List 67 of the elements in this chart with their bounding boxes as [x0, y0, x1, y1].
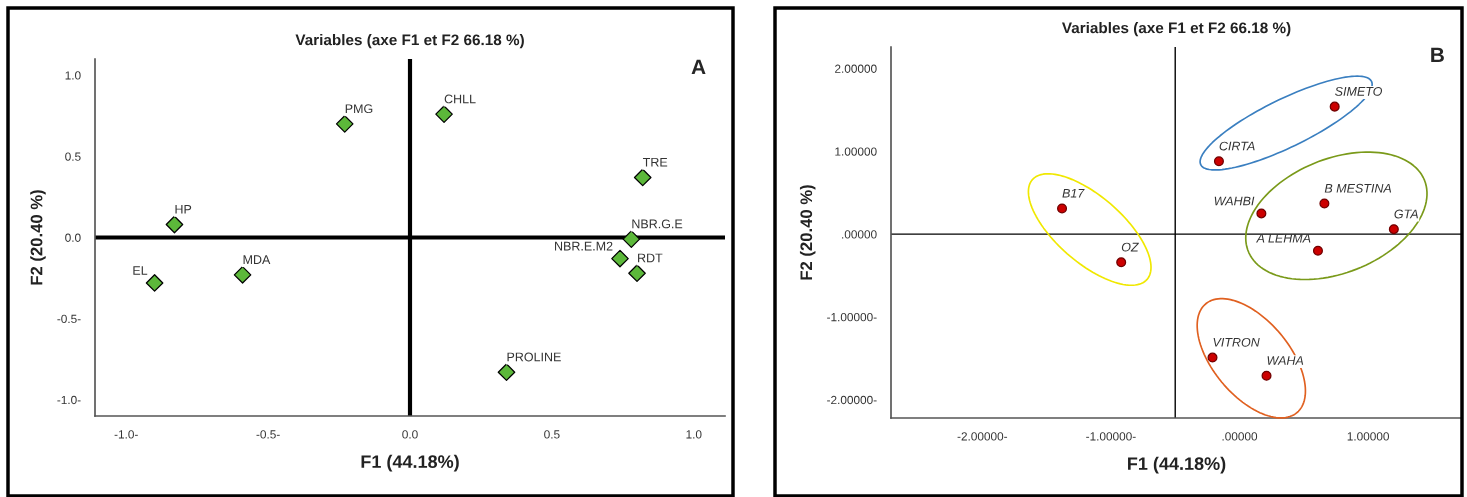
x-axis-title: F1 (44.18%)	[1128, 456, 1226, 474]
x-tick-label: 0.0	[402, 430, 418, 439]
point	[633, 168, 652, 187]
point	[435, 105, 453, 124]
data-label: HP	[175, 204, 192, 214]
x-tick-label: 1.0	[686, 430, 702, 439]
data-label: EL	[133, 266, 148, 275]
data-label: B17	[1062, 188, 1085, 198]
y-tick-label: -1.0-	[57, 395, 81, 405]
data-label: NBR.G.E	[632, 219, 683, 229]
data-label: PROLINE	[507, 352, 561, 362]
x-tick-label: -1.00000-	[1086, 432, 1136, 441]
data-label: B MESTINA	[1324, 183, 1392, 193]
point	[233, 265, 252, 284]
data-label: PMG	[345, 104, 373, 114]
y-tick-label: -2.00000-	[827, 395, 877, 405]
point	[1312, 245, 1323, 256]
data-label: RDT	[638, 253, 663, 263]
x-tick-label: 1.00000	[1347, 432, 1389, 441]
data-label: A LEHMA	[1255, 233, 1311, 243]
data-label: CIRTA	[1219, 141, 1255, 151]
y-axis-title: F2 (20.40 %)	[30, 190, 46, 285]
y-tick-label: 1.00000	[835, 147, 877, 156]
y-tick-label: 0.5	[65, 152, 81, 161]
annotation: B	[1431, 47, 1444, 63]
y-tick-label: 2.00000	[835, 64, 877, 73]
chart-title: Variables (axe F1 et F2 66.18 %)	[1061, 22, 1291, 37]
data-label: WAHBI	[1214, 196, 1255, 206]
point	[1388, 224, 1399, 235]
point	[1207, 352, 1218, 363]
data-label: NBR.E.M2	[555, 241, 613, 251]
point	[497, 363, 516, 382]
y-tick-label: .00000	[842, 230, 877, 239]
point	[145, 274, 164, 292]
chart-title: Variables (axe F1 et F2 66.18 %)	[295, 34, 524, 49]
point	[1261, 370, 1272, 381]
x-tick-label: -2.00000-	[957, 432, 1008, 441]
point	[1256, 208, 1267, 219]
point	[628, 264, 646, 283]
data-label: WAHA	[1267, 356, 1304, 365]
data-label: CHLL	[444, 94, 476, 104]
x-tick-label: -0.5-	[256, 430, 280, 439]
x-tick-label: .00000	[1222, 432, 1258, 441]
data-label: TRE	[642, 157, 668, 167]
y-tick-label: 0.0	[65, 233, 81, 242]
x-tick-label: -1.0-	[114, 430, 138, 439]
point	[1213, 156, 1224, 167]
annotation: A	[691, 59, 706, 75]
y-tick-label: -0.5-	[57, 314, 81, 324]
y-tick-label: 1.0	[65, 71, 81, 80]
data-label: VITRON	[1213, 337, 1260, 347]
point	[1319, 198, 1330, 209]
point	[622, 230, 641, 248]
point	[611, 249, 629, 268]
y-tick-label: -1.00000-	[827, 313, 877, 322]
data-label: MDA	[243, 255, 271, 264]
data-label: OZ	[1121, 242, 1139, 252]
point	[1329, 101, 1340, 112]
data-label: GTA	[1394, 209, 1418, 219]
point	[335, 115, 354, 133]
data-label: SIMETO	[1335, 86, 1383, 96]
point	[1116, 257, 1127, 268]
point	[1057, 203, 1068, 214]
x-axis-title: F1 (44.18%)	[361, 454, 459, 472]
x-tick-label: 0.5	[544, 430, 560, 439]
y-axis-title: F2 (20.40 %)	[799, 185, 816, 280]
point	[165, 215, 184, 234]
